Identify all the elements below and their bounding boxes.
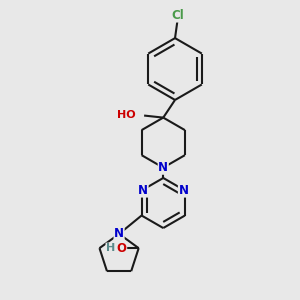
Text: O: O [117, 242, 127, 255]
Text: N: N [158, 161, 168, 174]
Text: N: N [114, 227, 124, 240]
Text: N: N [178, 184, 188, 197]
Text: HO: HO [117, 110, 135, 120]
Text: Cl: Cl [172, 9, 184, 22]
Text: N: N [138, 184, 148, 197]
Text: H: H [106, 243, 115, 253]
